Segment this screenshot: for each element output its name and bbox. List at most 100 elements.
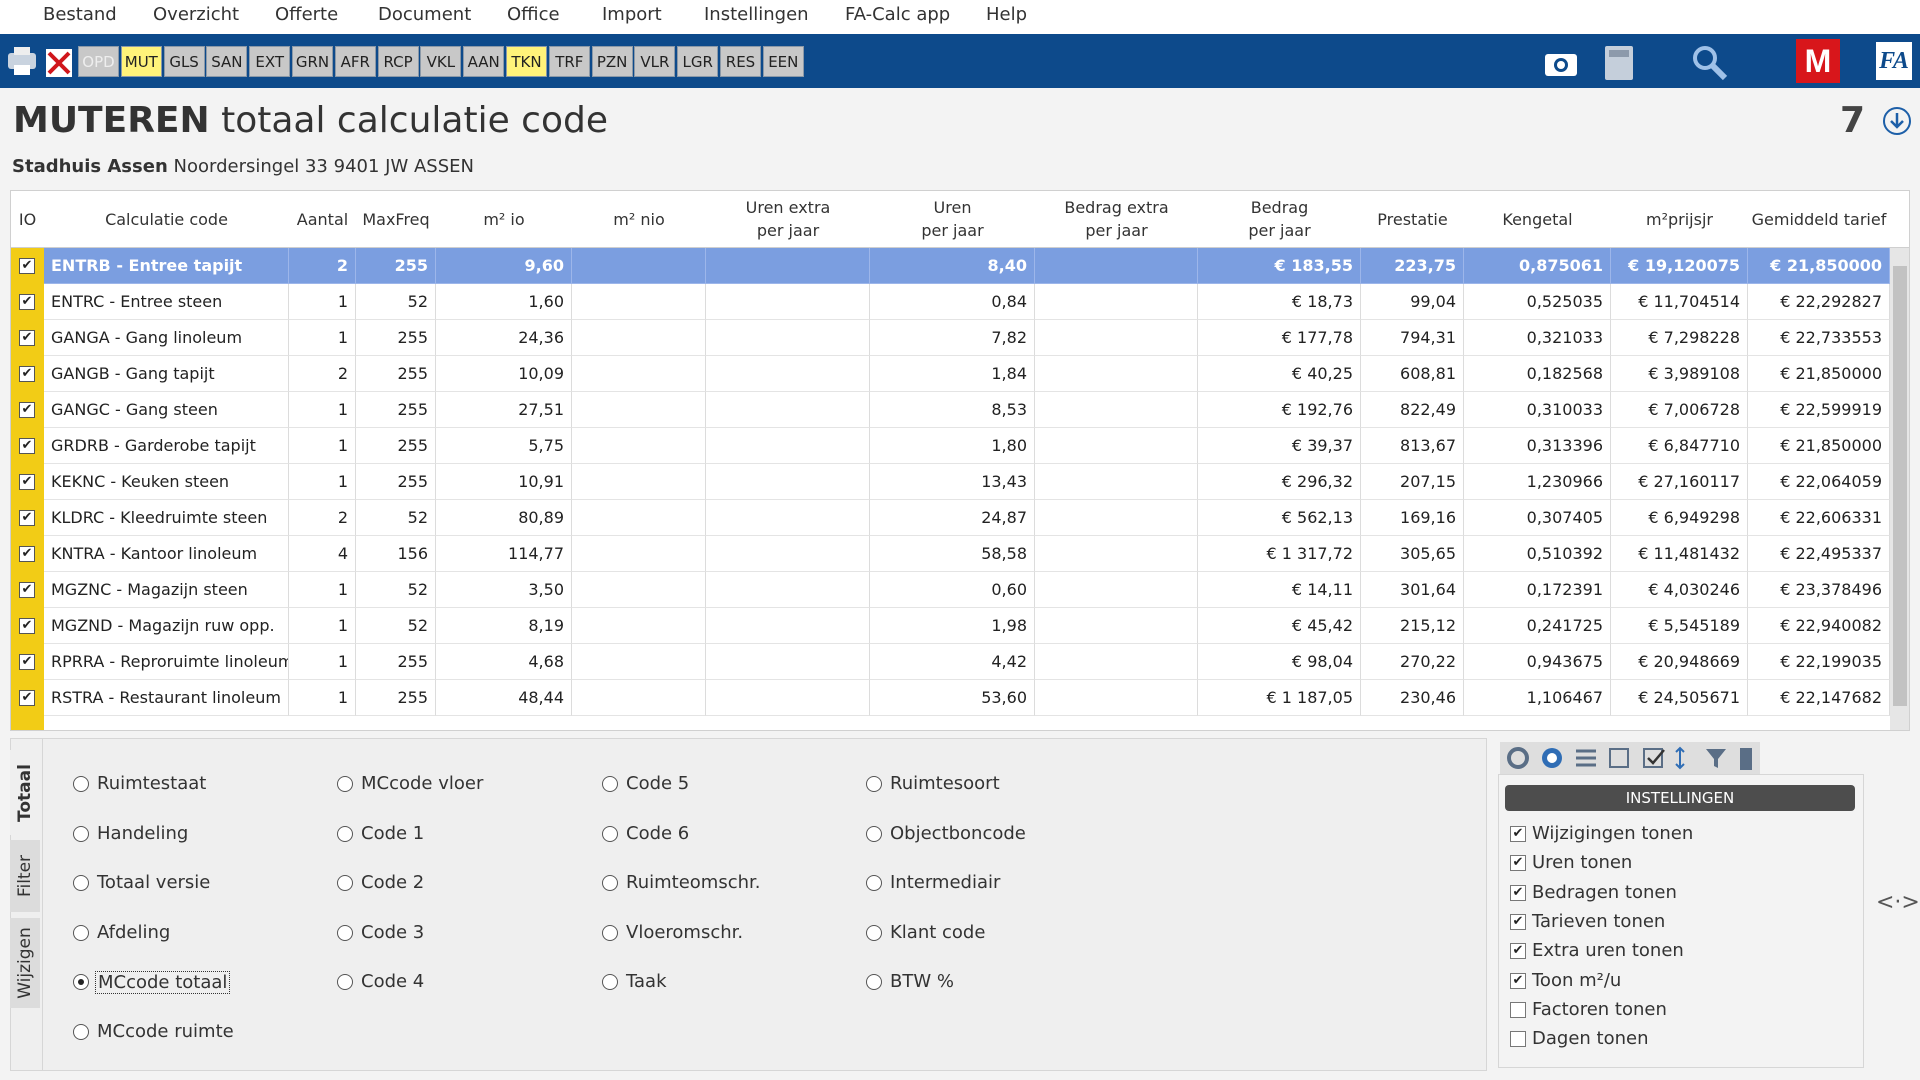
column-header[interactable]: Aantal bbox=[296, 209, 349, 229]
toolbar-tools[interactable] bbox=[1535, 42, 1765, 82]
splitter-icon[interactable]: <·> bbox=[1876, 890, 1920, 915]
setting-label[interactable]: Factoren tonen bbox=[1532, 998, 1667, 1020]
row-checkbox[interactable]: ✔ bbox=[19, 294, 35, 310]
menu-item[interactable]: FA-Calc app bbox=[845, 4, 951, 25]
row-checkbox[interactable]: ✔ bbox=[19, 258, 35, 274]
menu-item[interactable]: Document bbox=[378, 4, 472, 25]
column-header[interactable]: Calculatie code bbox=[105, 209, 228, 229]
module-tab[interactable]: SAN bbox=[206, 46, 248, 77]
row-checkbox[interactable]: ✔ bbox=[19, 690, 35, 706]
setting-checkbox[interactable]: ✔ bbox=[1510, 855, 1526, 872]
table-row[interactable]: ENTRB - Entree tapijt 2 255 9,60 8,40 € 183,5… bbox=[44, 248, 1890, 284]
module-tab[interactable]: LGR bbox=[677, 46, 719, 77]
menu-item[interactable]: Overzicht bbox=[153, 4, 240, 25]
setting-label[interactable]: Tarieven tonen bbox=[1532, 910, 1666, 932]
table-row[interactable]: KNTRA - Kantoor linoleum 4 156 114,77 58,58 €… bbox=[44, 536, 1890, 572]
side-tab[interactable]: Totaal bbox=[10, 750, 40, 835]
column-header[interactable]: Kengetal bbox=[1502, 209, 1573, 229]
module-tab[interactable]: AAN bbox=[463, 46, 505, 77]
row-checkbox[interactable]: ✔ bbox=[19, 582, 35, 598]
table-row[interactable]: ENTRC - Entree steen 1 52 1,60 0,84 € 18,73 99… bbox=[44, 284, 1890, 320]
column-header[interactable]: Gemiddeld tarief bbox=[1751, 209, 1887, 229]
setting-label[interactable]: Wijzigingen tonen bbox=[1532, 823, 1694, 844]
row-checkbox[interactable]: ✔ bbox=[19, 402, 35, 418]
module-tab[interactable]: TRF bbox=[548, 46, 590, 77]
module-tab[interactable]: VLR bbox=[634, 46, 676, 77]
row-checkbox[interactable]: ✔ bbox=[19, 438, 35, 454]
toolbar-icons[interactable] bbox=[6, 43, 76, 79]
row-checkbox[interactable]: ✔ bbox=[19, 618, 35, 634]
table-row[interactable]: RPRRA - Reproruimte linoleum 1 255 4,68 4,42… bbox=[44, 644, 1890, 680]
radio-label: Klant code bbox=[890, 921, 986, 943]
table-cell: € 98,04 bbox=[1198, 644, 1361, 680]
menu-item[interactable]: Help bbox=[986, 4, 1028, 25]
module-tab[interactable]: OPD bbox=[78, 46, 119, 77]
row-checkbox[interactable]: ✔ bbox=[19, 366, 35, 382]
module-tab[interactable]: TKN bbox=[506, 46, 547, 77]
module-tab[interactable]: RCP bbox=[377, 46, 419, 77]
column-header[interactable]: Prestatie bbox=[1377, 209, 1448, 229]
setting-label[interactable]: Bedragen tonen bbox=[1532, 881, 1677, 903]
table-row[interactable]: MGZND - Magazijn ruw opp. 1 52 8,19 1,98 € 45… bbox=[44, 608, 1890, 644]
table-cell bbox=[1035, 428, 1198, 464]
menu-item[interactable]: Bestand bbox=[43, 4, 117, 25]
module-tab[interactable]: PZN bbox=[591, 46, 633, 77]
module-tab[interactable]: GLS bbox=[163, 46, 205, 77]
setting-checkbox[interactable]: ✔ bbox=[1510, 943, 1526, 960]
table-cell: € 7,298228 bbox=[1611, 320, 1748, 356]
logo-m[interactable]: M bbox=[1796, 39, 1840, 83]
menu-item[interactable]: Import bbox=[602, 4, 662, 25]
setting-label[interactable]: Dagen tonen bbox=[1532, 1028, 1649, 1050]
table-cell: 0,84 bbox=[870, 284, 1035, 320]
column-header[interactable]: m² nio bbox=[613, 209, 665, 229]
menu-item[interactable]: Office bbox=[507, 4, 560, 25]
table-row[interactable]: GANGA - Gang linoleum 1 255 24,36 7,82 € 177,… bbox=[44, 320, 1890, 356]
side-tab[interactable]: Wijzigen bbox=[10, 918, 40, 1008]
column-header[interactable]: Uren per jaar bbox=[921, 198, 984, 240]
setting-label[interactable]: Toon m²/u bbox=[1532, 969, 1622, 991]
row-checkbox[interactable]: ✔ bbox=[19, 546, 35, 562]
table-row[interactable]: KLDRC - Kleedruimte steen 2 52 80,89 24,87 € … bbox=[44, 500, 1890, 536]
menu-item[interactable]: Instellingen bbox=[704, 4, 809, 25]
row-checkbox[interactable]: ✔ bbox=[19, 510, 35, 526]
table-row[interactable]: RSTRA - Restaurant linoleum 1 255 48,44 53,6… bbox=[44, 680, 1890, 716]
column-header[interactable]: Bedrag per jaar bbox=[1248, 198, 1311, 240]
setting-label[interactable]: Extra uren tonen bbox=[1532, 940, 1684, 962]
options-panel: Ruimtestaat Handeling Totaal versie Afdelin… bbox=[10, 738, 1487, 1071]
table-row[interactable]: GANGB - Gang tapijt 2 255 10,09 1,84 € 40,25 6… bbox=[44, 356, 1890, 392]
setting-checkbox[interactable] bbox=[1510, 1001, 1526, 1018]
setting-checkbox[interactable] bbox=[1510, 1031, 1526, 1048]
row-checkbox[interactable]: ✔ bbox=[19, 474, 35, 490]
setting-checkbox[interactable]: ✔ bbox=[1510, 972, 1526, 989]
logo-fa[interactable]: FA bbox=[1876, 42, 1912, 80]
module-tab[interactable]: EXT bbox=[249, 46, 291, 77]
column-header[interactable]: m² io bbox=[483, 209, 525, 229]
settings-title[interactable]: INSTELLINGEN bbox=[1505, 785, 1855, 811]
setting-label[interactable]: Uren tonen bbox=[1532, 852, 1633, 874]
download-icon[interactable] bbox=[1882, 106, 1912, 136]
column-header[interactable]: IO bbox=[18, 209, 37, 229]
row-checkbox[interactable]: ✔ bbox=[19, 654, 35, 670]
setting-checkbox[interactable]: ✔ bbox=[1510, 826, 1526, 842]
column-header[interactable]: Bedrag extra per jaar bbox=[1064, 198, 1169, 240]
module-tab[interactable]: AFR bbox=[334, 46, 376, 77]
table-row[interactable]: GANGC - Gang steen 1 255 27,51 8,53 € 192,76 8… bbox=[44, 392, 1890, 428]
module-tab[interactable]: GRN bbox=[292, 46, 333, 77]
settings-toolbar[interactable] bbox=[1500, 742, 1760, 774]
table-row[interactable]: KEKNC - Keuken steen 1 255 10,91 13,43 € 296,… bbox=[44, 464, 1890, 500]
column-header[interactable]: Uren extra per jaar bbox=[745, 198, 831, 240]
module-tab[interactable]: VKL bbox=[420, 46, 462, 77]
row-checkbox[interactable]: ✔ bbox=[19, 330, 35, 346]
column-header[interactable]: MaxFreq bbox=[362, 209, 430, 229]
table-row[interactable]: GRDRB - Garderobe tapijt 1 255 5,75 1,80 € 39… bbox=[44, 428, 1890, 464]
menu-item[interactable]: Offerte bbox=[275, 4, 339, 25]
side-tab[interactable]: Filter bbox=[10, 840, 40, 912]
table-row[interactable]: MGZNC - Magazijn steen 1 52 3,50 0,60 € 14,11… bbox=[44, 572, 1890, 608]
module-tab[interactable]: RES bbox=[720, 46, 761, 77]
column-header[interactable]: m²prijsjr bbox=[1646, 209, 1713, 229]
setting-checkbox[interactable]: ✔ bbox=[1510, 884, 1526, 901]
scroll-thumb[interactable] bbox=[1893, 266, 1907, 706]
module-tab[interactable]: MUT bbox=[120, 46, 162, 77]
module-tab[interactable]: EEN bbox=[762, 46, 804, 77]
setting-checkbox[interactable]: ✔ bbox=[1510, 913, 1526, 930]
